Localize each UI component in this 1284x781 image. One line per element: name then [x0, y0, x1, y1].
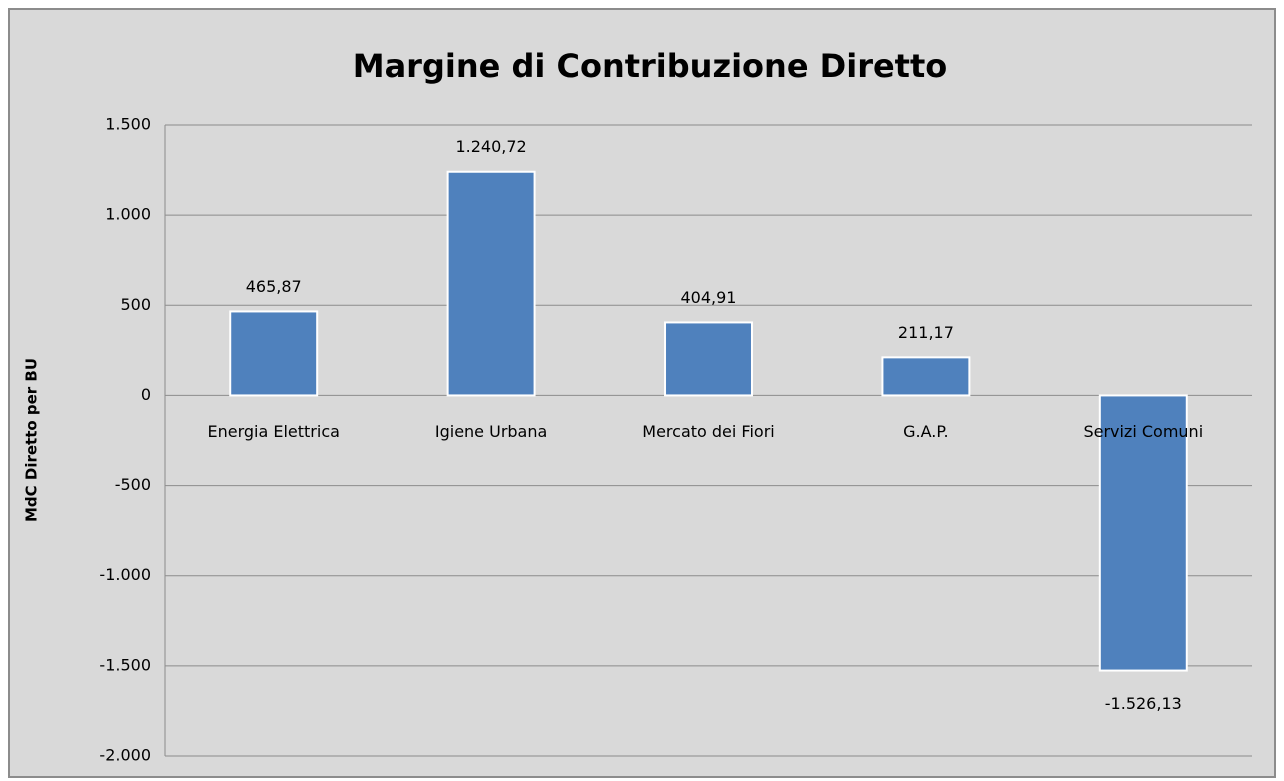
data-label: -1.526,13	[1105, 694, 1182, 713]
y-tick-label: 500	[120, 295, 151, 314]
data-label: 404,91	[681, 288, 737, 307]
bar	[664, 321, 753, 397]
x-tick-label: G.A.P.	[903, 422, 948, 441]
data-label: 465,87	[246, 277, 302, 296]
bar	[229, 310, 319, 397]
chart-background	[8, 8, 1276, 778]
y-axis-title: MdC Diretto per BU	[23, 358, 41, 522]
y-tick-label: -2.000	[99, 746, 151, 765]
x-tick-label: Energia Elettrica	[207, 422, 339, 441]
x-tick-label: Servizi Comuni	[1083, 422, 1203, 441]
y-tick-label: -500	[115, 475, 151, 494]
chart-title: Margine di Contribuzione Diretto	[353, 47, 948, 85]
bar	[446, 170, 536, 397]
x-tick-label: Mercato dei Fiori	[642, 422, 774, 441]
y-tick-label: 1.000	[105, 205, 151, 224]
data-label: 211,17	[898, 323, 954, 342]
y-tick-label: 1.500	[105, 115, 151, 134]
y-tick-label: -1.000	[99, 565, 151, 584]
y-tick-label: 0	[141, 385, 151, 404]
data-label: 1.240,72	[455, 137, 526, 156]
x-tick-label: Igiene Urbana	[435, 422, 547, 441]
bar	[881, 356, 971, 397]
y-tick-label: -1.500	[99, 655, 151, 674]
bar	[1098, 394, 1188, 672]
